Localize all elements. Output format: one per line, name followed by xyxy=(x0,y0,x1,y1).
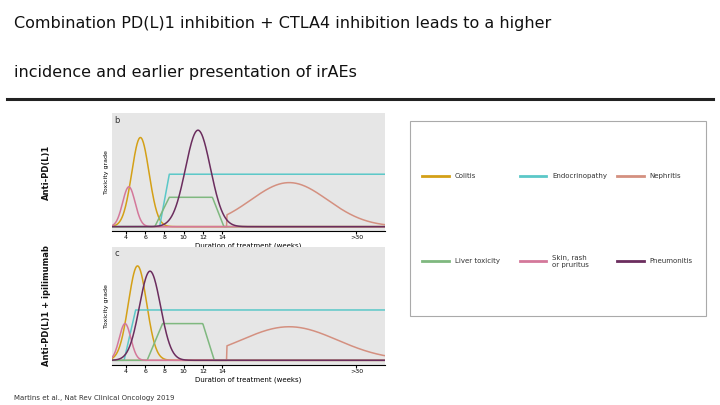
Text: Martins et al., Nat Rev Clinical Oncology 2019: Martins et al., Nat Rev Clinical Oncolog… xyxy=(14,395,175,401)
Text: Endocrinopathy: Endocrinopathy xyxy=(552,173,607,179)
Text: incidence and earlier presentation of irAEs: incidence and earlier presentation of ir… xyxy=(14,65,357,80)
Text: Combination PD(L)1 inhibition + CTLA4 inhibition leads to a higher: Combination PD(L)1 inhibition + CTLA4 in… xyxy=(14,16,552,31)
Y-axis label: Toxicity grade: Toxicity grade xyxy=(104,150,109,194)
Text: Anti-PD(L)1 + ipilimumab: Anti-PD(L)1 + ipilimumab xyxy=(42,245,51,366)
Text: Colitis: Colitis xyxy=(455,173,476,179)
Text: c: c xyxy=(114,249,119,258)
X-axis label: Duration of treatment (weeks): Duration of treatment (weeks) xyxy=(195,376,302,383)
Text: Liver toxicity: Liver toxicity xyxy=(455,258,500,264)
X-axis label: Duration of treatment (weeks): Duration of treatment (weeks) xyxy=(195,243,302,249)
Text: Anti-PD(L)1: Anti-PD(L)1 xyxy=(42,145,51,200)
Text: Nephritis: Nephritis xyxy=(649,173,681,179)
Text: Pneumonitis: Pneumonitis xyxy=(649,258,693,264)
Y-axis label: Toxicity grade: Toxicity grade xyxy=(104,284,109,328)
Text: b: b xyxy=(114,116,120,125)
Text: Skin, rash
or pruritus: Skin, rash or pruritus xyxy=(552,255,589,268)
